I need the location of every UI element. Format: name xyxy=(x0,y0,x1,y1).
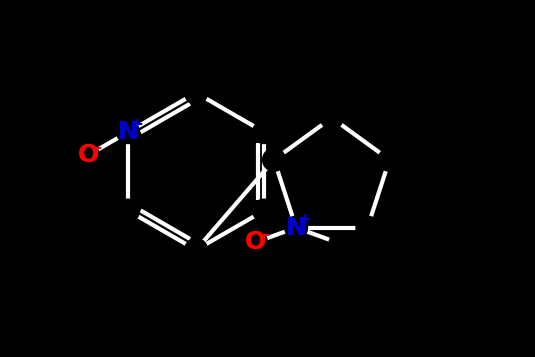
Circle shape xyxy=(185,238,208,261)
Text: +: + xyxy=(299,212,311,227)
Circle shape xyxy=(117,121,140,144)
Circle shape xyxy=(185,81,208,104)
Circle shape xyxy=(77,144,100,167)
Circle shape xyxy=(285,216,308,239)
Circle shape xyxy=(117,199,140,222)
Text: O: O xyxy=(245,230,266,254)
Circle shape xyxy=(378,148,401,171)
Text: −: − xyxy=(258,228,270,243)
Text: O: O xyxy=(245,230,266,254)
Text: O: O xyxy=(77,143,98,167)
Text: −: − xyxy=(90,141,103,156)
Circle shape xyxy=(253,121,276,144)
Circle shape xyxy=(329,235,343,250)
Circle shape xyxy=(356,216,379,239)
Text: N: N xyxy=(286,216,307,240)
Text: N: N xyxy=(118,120,139,144)
Text: +: + xyxy=(299,212,311,227)
Circle shape xyxy=(253,199,276,222)
Text: N: N xyxy=(118,120,139,144)
Text: O: O xyxy=(77,143,98,167)
Text: N: N xyxy=(286,216,307,240)
Text: −: − xyxy=(90,141,103,156)
Text: −: − xyxy=(258,228,270,243)
Text: +: + xyxy=(131,117,143,132)
Circle shape xyxy=(244,231,268,254)
Circle shape xyxy=(263,148,286,171)
Circle shape xyxy=(320,106,343,129)
Text: +: + xyxy=(131,117,143,132)
